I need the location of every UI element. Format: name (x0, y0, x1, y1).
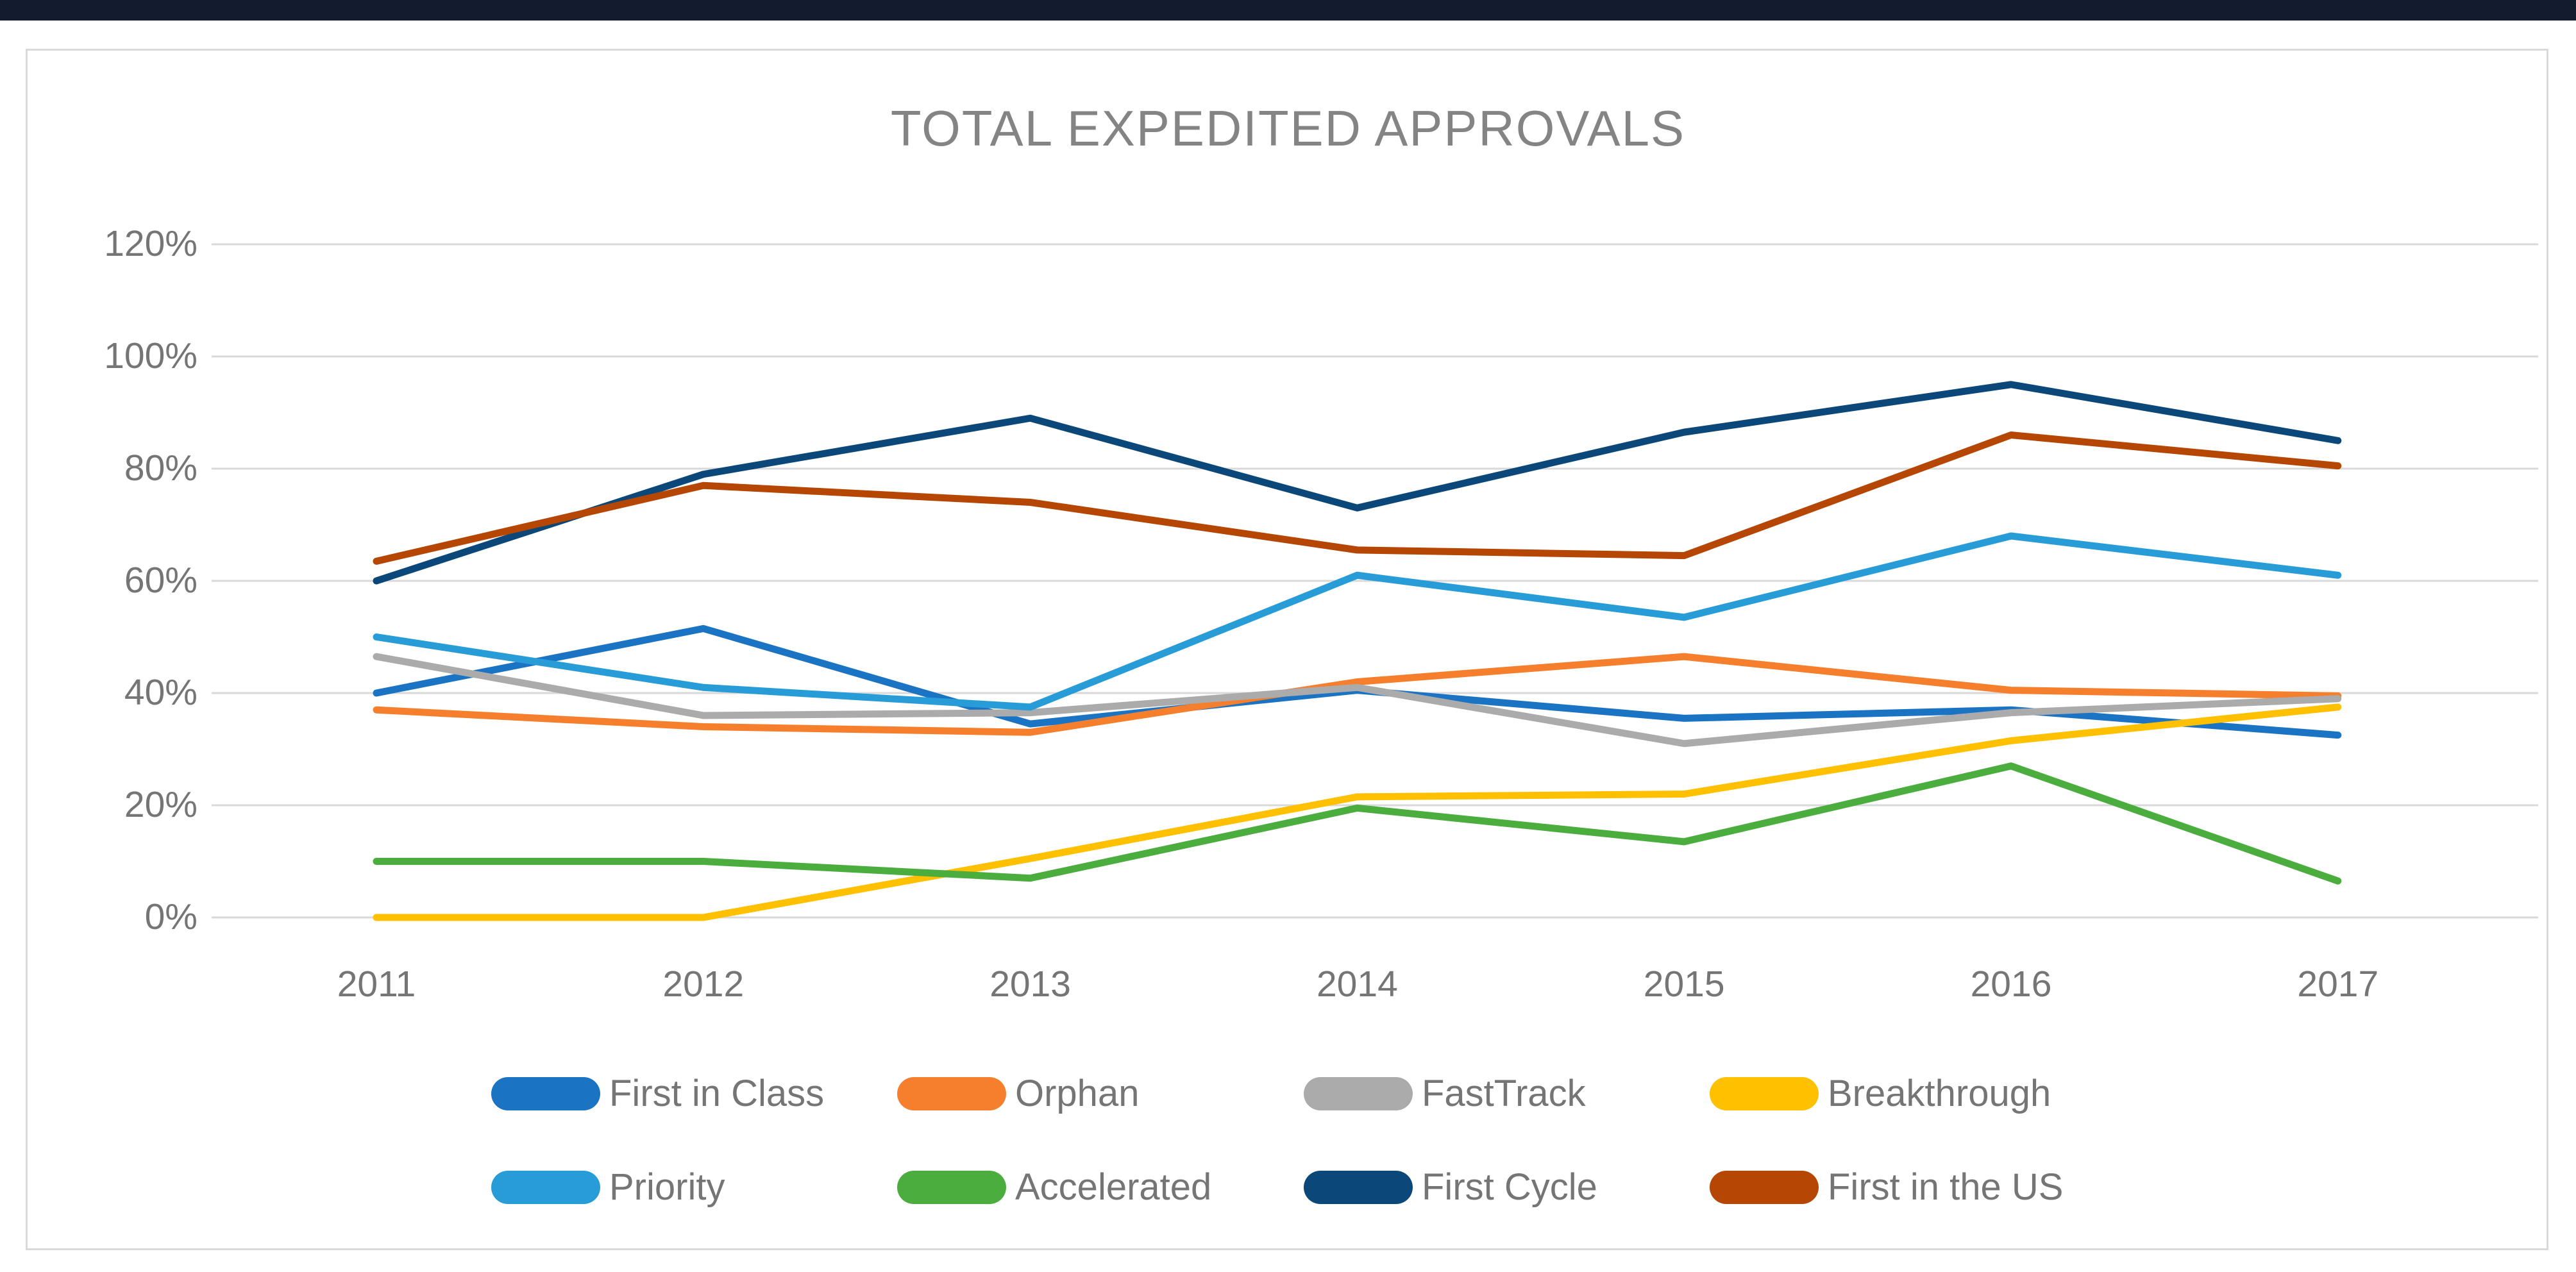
x-tick-label-2011: 2011 (337, 964, 416, 1005)
x-tick-label-2017: 2017 (2297, 964, 2379, 1005)
legend-label: First in the US (1828, 1166, 2064, 1208)
legend-item-fasttrack: FastTrack (1304, 1072, 1586, 1115)
legend-item-accelerated: Accelerated (897, 1166, 1211, 1209)
legend-label: Accelerated (1015, 1166, 1212, 1208)
legend-item-first-in-class: First in Class (491, 1072, 824, 1115)
legend-label: Priority (609, 1166, 725, 1208)
x-tick-label-2014: 2014 (1316, 964, 1398, 1005)
y-tick-label-60pct: 60% (124, 560, 198, 601)
y-tick-label-120pct: 120% (104, 223, 198, 264)
y-tick-label-40pct: 40% (124, 672, 198, 713)
legend-item-first-cycle: First Cycle (1304, 1166, 1597, 1209)
legend-swatch-icon (897, 1170, 1006, 1204)
series-line-accelerated (373, 762, 2342, 885)
legend-swatch-icon (491, 1076, 600, 1110)
series-line-first-cycle (373, 381, 2342, 585)
y-tick-label-20pct: 20% (124, 784, 198, 825)
legend-label: FastTrack (1422, 1073, 1586, 1114)
x-tick-label-2013: 2013 (989, 964, 1071, 1005)
legend-swatch-icon (1710, 1076, 1819, 1110)
legend-swatch-icon (1304, 1076, 1413, 1110)
legend-swatch-icon (1710, 1170, 1819, 1204)
legend-label: Breakthrough (1828, 1073, 2051, 1114)
legend-swatch-icon (1304, 1170, 1413, 1204)
x-tick-label-2016: 2016 (1970, 964, 2052, 1005)
series-line-priority (373, 532, 2342, 711)
legend-swatch-icon (897, 1076, 1006, 1110)
y-tick-label-100pct: 100% (104, 335, 198, 376)
chart-title: TOTAL EXPEDITED APPROVALS (890, 100, 1686, 156)
series-line-fasttrack (373, 653, 2342, 748)
legend-item-orphan: Orphan (897, 1072, 1139, 1115)
legend-item-first-in-the-us: First in the US (1710, 1166, 2063, 1209)
y-tick-label-0pct: 0% (144, 896, 198, 937)
series-line-first-in-the-us (373, 431, 2342, 565)
x-tick-label-2012: 2012 (662, 964, 745, 1005)
legend-item-breakthrough: Breakthrough (1710, 1072, 2051, 1115)
legend-label: First Cycle (1422, 1166, 1597, 1208)
legend-label: Orphan (1015, 1073, 1140, 1114)
series-line-breakthrough (373, 703, 2342, 921)
legend-item-priority: Priority (491, 1166, 725, 1209)
y-tick-label-80pct: 80% (124, 448, 198, 489)
x-tick-label-2015: 2015 (1643, 964, 1725, 1005)
window-top-bar (0, 0, 2576, 21)
legend-swatch-icon (491, 1170, 600, 1204)
legend-label: First in Class (609, 1073, 825, 1114)
series-line-orphan (373, 653, 2342, 736)
